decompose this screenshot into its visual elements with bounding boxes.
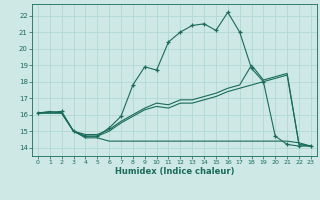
X-axis label: Humidex (Indice chaleur): Humidex (Indice chaleur): [115, 167, 234, 176]
